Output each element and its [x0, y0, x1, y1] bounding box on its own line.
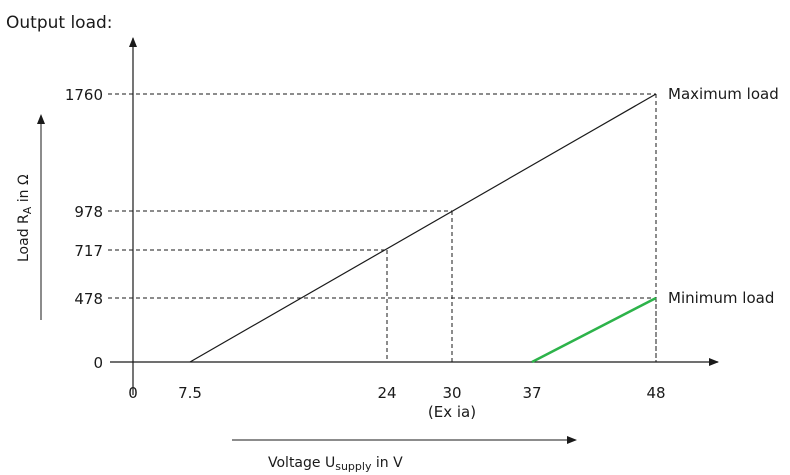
y-tick-label: 978 [74, 203, 103, 221]
x-axis-label: Voltage Usupply in V [268, 455, 403, 473]
y-tick-labels: 0 478 717 978 1760 [65, 86, 103, 372]
series-lines [189, 93, 657, 364]
series-line [531, 296, 657, 364]
x-tick-label: 7.5 [178, 384, 202, 402]
series-labels: Maximum load Minimum load [668, 85, 779, 307]
y-tick-label: 0 [93, 354, 103, 372]
chart-title: Output load: [6, 13, 113, 33]
y-axis-label: Load RA in Ω [16, 174, 34, 262]
x-tick-label: 24 [377, 384, 396, 402]
series-label: Maximum load [668, 85, 779, 103]
series-line [189, 93, 657, 363]
x-tick-label: 48 [646, 384, 665, 402]
x-tick-label: 0 [128, 384, 138, 402]
x-tick-note: (Ex ia) [428, 403, 476, 421]
x-tick-label: 37 [522, 384, 541, 402]
y-tick-label: 717 [74, 242, 103, 260]
reference-guides [108, 93, 657, 362]
x-tick-labels: 0 7.5 24 30 37 48 (Ex ia) [128, 384, 665, 421]
series-label: Minimum load [668, 289, 774, 307]
y-tick-label: 1760 [65, 86, 103, 104]
y-tick-label: 478 [74, 290, 103, 308]
x-tick-label: 30 [442, 384, 461, 402]
